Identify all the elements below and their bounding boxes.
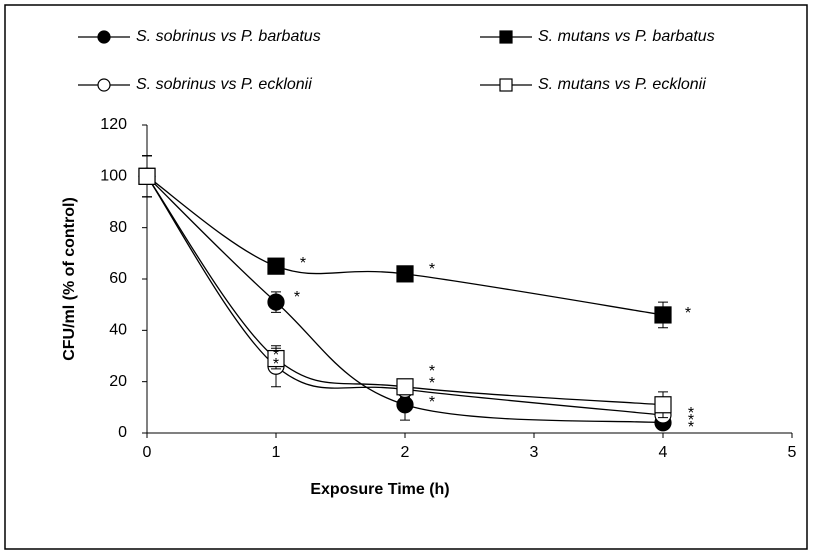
- data-point: [138, 167, 156, 185]
- legend-marker: [97, 78, 111, 92]
- x-tick-label: 1: [272, 444, 281, 461]
- data-point: [396, 378, 414, 396]
- data-point: [396, 396, 414, 414]
- x-tick-label: 3: [530, 444, 539, 461]
- significance-mark: *: [294, 289, 300, 306]
- legend-label: S. sobrinus vs P. barbatus: [136, 28, 321, 45]
- y-tick-label: 40: [109, 322, 127, 339]
- significance-mark: *: [273, 356, 279, 373]
- legend-marker: [499, 30, 513, 44]
- y-axis-title: CFU/ml (% of control): [61, 197, 78, 361]
- y-tick-label: 20: [109, 373, 127, 390]
- series-line: [146, 175, 664, 406]
- significance-mark: *: [429, 261, 435, 278]
- significance-mark: *: [688, 412, 694, 429]
- x-tick-label: 0: [143, 444, 152, 461]
- significance-mark: *: [688, 419, 694, 436]
- series-line: [146, 175, 664, 416]
- significance-mark: *: [429, 363, 435, 380]
- legend-label: S. sobrinus vs P. ecklonii: [136, 76, 312, 93]
- significance-mark: *: [273, 347, 279, 364]
- legend-marker: [97, 30, 111, 44]
- legend-label: S. mutans vs P. barbatus: [538, 28, 715, 45]
- y-tick-label: 100: [100, 168, 127, 185]
- data-point: [396, 265, 414, 283]
- significance-mark: *: [429, 394, 435, 411]
- y-tick-label: 60: [109, 270, 127, 287]
- x-tick-label: 5: [788, 444, 797, 461]
- x-axis-title: Exposure Time (h): [310, 481, 449, 498]
- x-tick-label: 2: [401, 444, 410, 461]
- significance-mark: *: [429, 375, 435, 392]
- significance-mark: *: [685, 305, 691, 322]
- legend-marker: [499, 78, 513, 92]
- data-point: [654, 396, 672, 414]
- y-tick-label: 0: [118, 424, 127, 441]
- series-line: [146, 175, 664, 424]
- y-tick-label: 120: [100, 116, 127, 133]
- x-tick-label: 4: [659, 444, 668, 461]
- series-line: [146, 175, 664, 316]
- data-point: [267, 349, 285, 368]
- data-point: [267, 257, 285, 275]
- significance-mark: *: [688, 405, 694, 422]
- significance-mark: *: [300, 255, 306, 272]
- y-tick-label: 80: [109, 219, 127, 236]
- data-point: [654, 306, 672, 324]
- legend-label: S. mutans vs P. ecklonii: [538, 76, 706, 93]
- data-point: [267, 293, 285, 311]
